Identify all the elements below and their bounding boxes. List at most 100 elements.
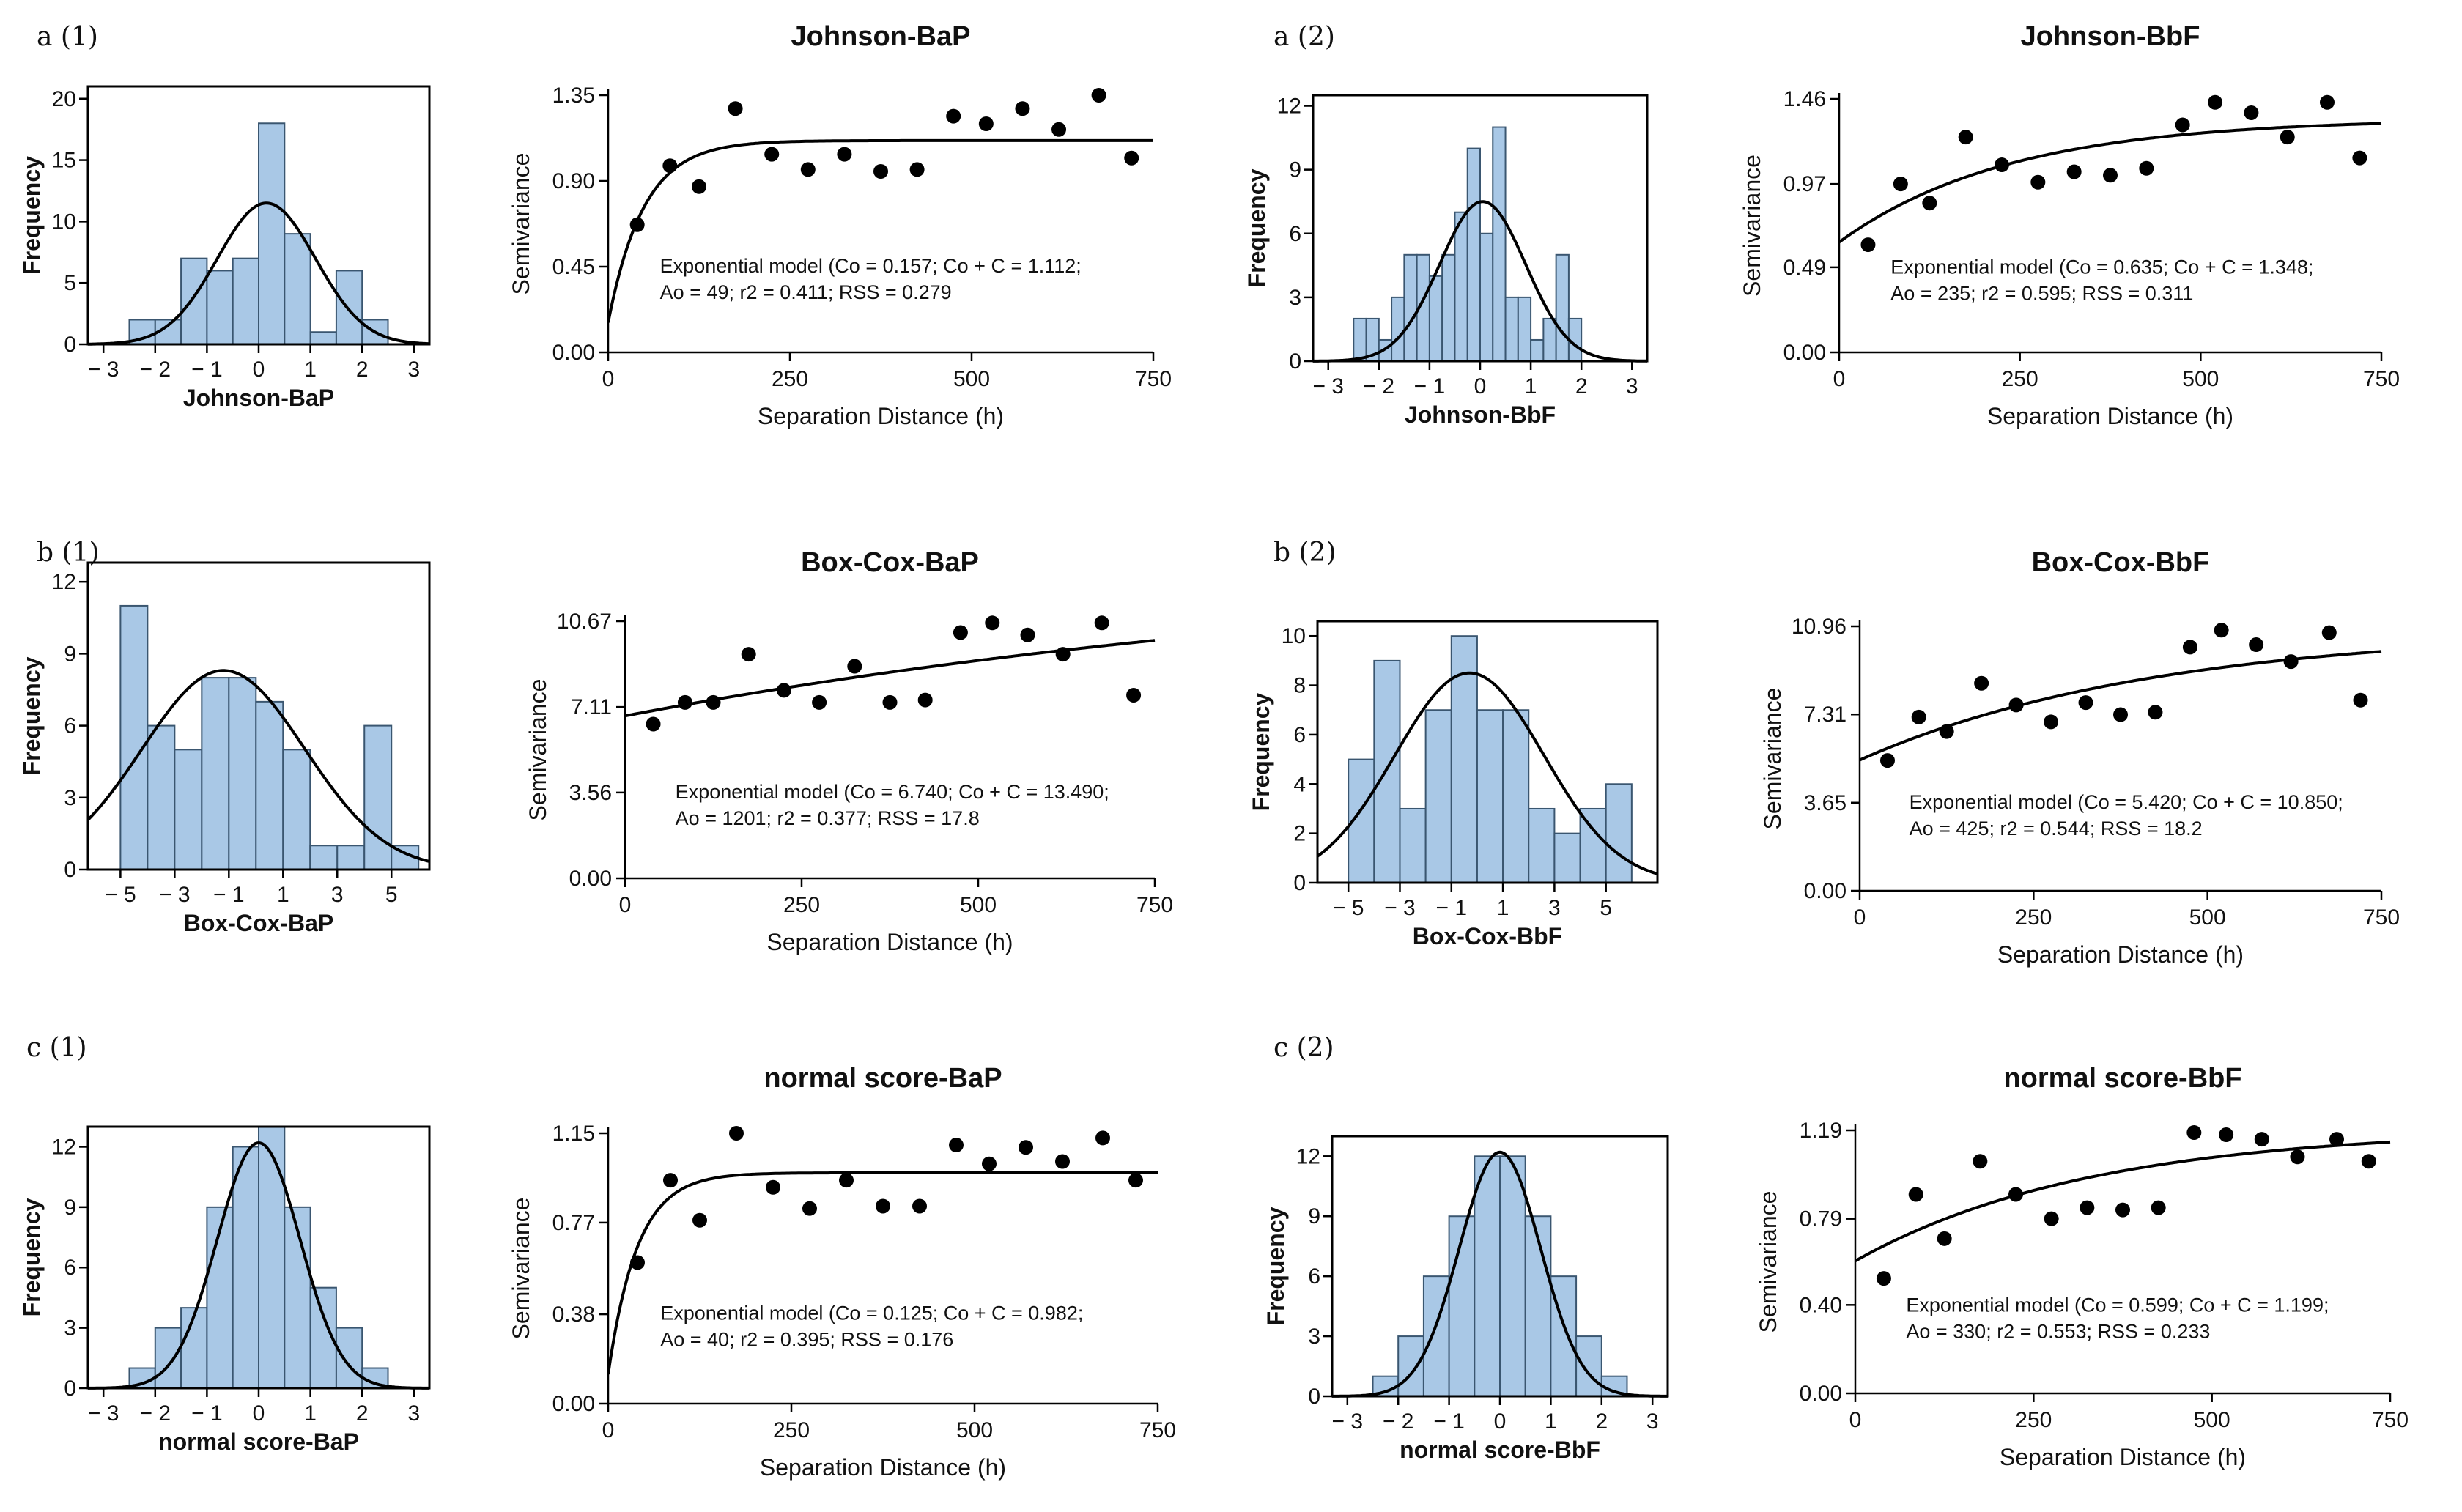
y-tick-label: 0	[1289, 349, 1301, 374]
x-tick-label: 0	[253, 1401, 265, 1426]
x-tick-label: − 2	[140, 1401, 171, 1426]
semivariogram-b2-semi: Box-Cox-BbF 0.00 3.65 7.31 10.96 0 250 500 750 Ex…	[1759, 547, 2400, 968]
y-tick-label: 1.19	[1800, 1119, 1842, 1143]
histogram-bar	[201, 677, 230, 870]
y-tick-label: 3	[64, 786, 76, 810]
y-tick-label: 9	[64, 642, 76, 666]
histogram-bar	[180, 257, 208, 345]
x-axis-title: Johnson-BbF	[1405, 401, 1556, 428]
x-tick-label: − 1	[191, 1401, 223, 1426]
chart-title: normal score-BbF	[2003, 1063, 2241, 1094]
y-tick-label: 0.00	[1804, 879, 1846, 903]
semivariance-point	[2254, 1132, 2269, 1147]
x-tick-label: 500	[2189, 905, 2226, 930]
x-tick-label: 250	[783, 893, 820, 917]
model-annotation: Exponential model (Co = 0.125; Co + C = …	[660, 1302, 1083, 1324]
semivariance-point	[1019, 1140, 1033, 1155]
x-tick-label: 250	[772, 367, 808, 391]
model-annotation: Exponential model (Co = 0.157; Co + C = …	[660, 255, 1082, 277]
y-tick-label: 0.00	[1783, 341, 1826, 365]
semivariance-point	[1128, 1173, 1143, 1188]
y-tick-label: 6	[1293, 723, 1306, 747]
histogram-bar	[1528, 807, 1556, 884]
semivariogram-b1-semi: Box-Cox-BaP 0.00 3.56 7.11 10.67 0 250 500 750 Ex…	[525, 547, 1173, 955]
histogram-bar	[284, 233, 311, 345]
semivariance-point	[2219, 1127, 2234, 1143]
x-tick-label: 750	[2363, 905, 2400, 930]
histogram-bar	[1502, 709, 1530, 884]
semivariance-point	[2280, 130, 2295, 145]
semivariance-point	[2249, 637, 2264, 653]
y-tick-label: 10.96	[1792, 615, 1846, 639]
y-tick-label: 10.67	[557, 609, 612, 634]
x-tick-label: − 1	[213, 883, 245, 907]
histogram-bar	[174, 749, 203, 870]
semivariance-point	[2044, 714, 2059, 730]
histogram-bar	[1474, 1155, 1501, 1398]
histogram-bar	[335, 270, 363, 345]
chart-title: Box-Cox-BaP	[801, 547, 979, 578]
x-tick-label: 0	[1494, 1409, 1507, 1434]
y-tick-label: 6	[1289, 222, 1301, 246]
semivariogram-a2-semi: Johnson-BbF 0.00 0.49 0.97 1.46 0 250 500 750 Exp…	[1739, 21, 2400, 429]
histogram-bar	[1476, 709, 1504, 884]
y-axis-title: Semivariance	[508, 153, 534, 295]
panel-label: a (1)	[37, 22, 98, 52]
semivariogram-c2-semi: normal score-BbF 0.00 0.40 0.79 1.19 0 250 500 7…	[1755, 1063, 2409, 1470]
histogram-bar	[1399, 807, 1427, 884]
semivariance-point	[978, 116, 994, 131]
semivariance-point	[2244, 105, 2259, 120]
y-tick-label: 0.00	[569, 867, 612, 891]
semivariance-point	[692, 179, 706, 194]
x-tick-label: 0	[1854, 905, 1866, 930]
histogram-bar	[1391, 296, 1405, 363]
histogram-bar	[1373, 659, 1401, 883]
semivariance-point	[1126, 687, 1142, 703]
y-tick-label: 0.38	[552, 1302, 595, 1327]
semivariance-point	[2290, 1149, 2305, 1165]
panel-label: c (1)	[26, 1033, 87, 1063]
histogram-bar	[1542, 317, 1557, 363]
plot-frame	[86, 561, 431, 871]
semivariance-point	[2030, 174, 2046, 190]
histogram-bar	[1550, 1275, 1578, 1397]
x-tick-label: − 3	[1332, 1409, 1364, 1434]
semivariance-point	[1124, 150, 1139, 166]
histogram-bar	[309, 845, 339, 870]
x-axis-title: normal score-BaP	[158, 1428, 359, 1455]
chart-title: Box-Cox-BbF	[2032, 547, 2210, 578]
semivariance-point	[630, 1255, 645, 1270]
histogram-bar	[1492, 126, 1507, 362]
semivariance-point	[800, 162, 816, 177]
semivariance-point	[2321, 625, 2337, 640]
y-tick-label: 15	[52, 149, 76, 173]
x-tick-label: 2	[356, 357, 369, 382]
x-tick-label: − 3	[88, 357, 119, 382]
x-tick-label: 0	[253, 357, 265, 382]
semivariance-point	[662, 158, 678, 174]
semivariance-point	[2175, 117, 2190, 133]
y-tick-label: 0	[1308, 1385, 1320, 1409]
model-annotation: Exponential model (Co = 6.740; Co + C = …	[676, 781, 1109, 803]
model-annotation: Ao = 40; r2 = 0.395; RSS = 0.176	[660, 1329, 953, 1351]
semivariance-point	[1055, 647, 1071, 662]
semivariance-point	[953, 625, 968, 640]
histogram-bar	[119, 604, 149, 870]
chart-title: normal score-BaP	[764, 1063, 1002, 1094]
x-tick-label: − 2	[1383, 1409, 1414, 1434]
y-axis-title: Semivariance	[1755, 1191, 1781, 1333]
semivariance-point	[2139, 160, 2154, 176]
semivariance-point	[917, 692, 933, 708]
model-annotation: Ao = 49; r2 = 0.411; RSS = 0.279	[660, 281, 952, 303]
histogram-bar	[228, 677, 257, 870]
semivariance-point	[1911, 709, 1926, 724]
normal-curve	[1316, 671, 1658, 875]
x-tick-label: − 5	[1333, 896, 1364, 920]
semivariance-point	[1973, 1154, 1988, 1169]
normal-curve	[86, 669, 430, 863]
x-tick-label: − 3	[88, 1401, 119, 1426]
